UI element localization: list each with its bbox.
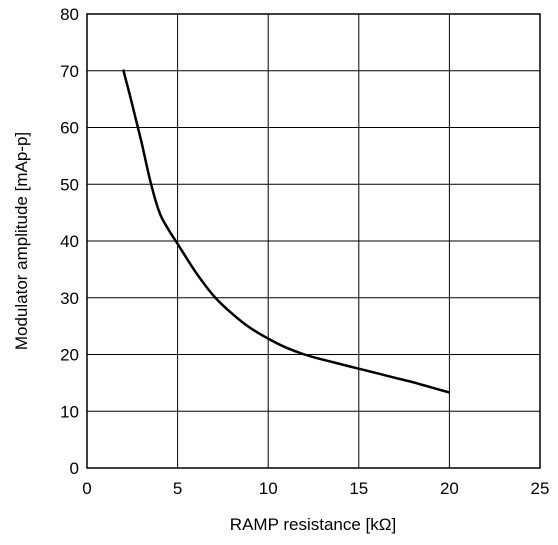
y-tick-label: 0	[70, 459, 79, 478]
x-tick-label: 15	[349, 479, 368, 498]
y-tick-label: 40	[60, 232, 79, 251]
data-series	[121, 69, 450, 394]
y-axis-label: Modulator amplitude [mAp-p]	[12, 132, 31, 350]
x-tick-label: 25	[531, 479, 550, 498]
y-tick-label: 60	[60, 119, 79, 138]
x-tick-label: 5	[173, 479, 182, 498]
y-tick-label: 70	[60, 62, 79, 81]
grid-lines	[87, 14, 540, 468]
x-axis-label: RAMP resistance [kΩ]	[230, 515, 396, 534]
series-line	[121, 69, 450, 394]
y-tick-label: 50	[60, 175, 79, 194]
x-tick-label: 20	[440, 479, 459, 498]
y-tick-label: 10	[60, 402, 79, 421]
x-axis-ticks: 0 5 10 15 20 25	[82, 479, 549, 498]
y-tick-label: 20	[60, 346, 79, 365]
y-tick-label: 30	[60, 289, 79, 308]
x-tick-label: 0	[82, 479, 91, 498]
x-tick-label: 10	[259, 479, 278, 498]
plot-area-frame	[86, 13, 541, 469]
y-axis-ticks: 0 10 20 30 40 50 60 70 80	[60, 5, 79, 478]
y-tick-label: 80	[60, 5, 79, 24]
